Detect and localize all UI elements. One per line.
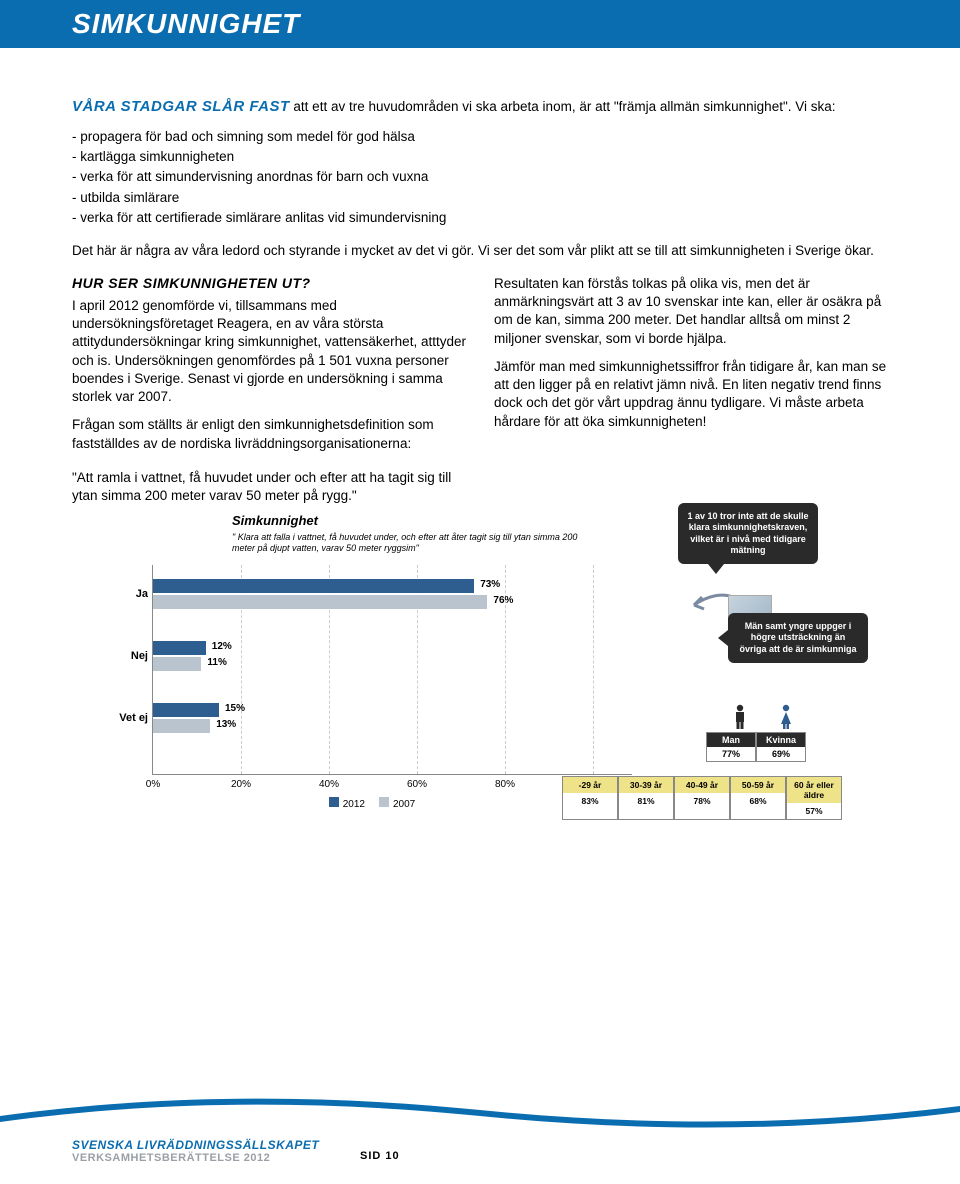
table-cell: -29 år83%: [562, 776, 618, 820]
bullet-item: - kartlägga simkunnigheten: [72, 147, 888, 167]
left-p2: Frågan som ställts är enligt den simkunn…: [72, 416, 466, 452]
age-table: -29 år83% 30-39 år81% 40-49 år78% 50-59 …: [542, 776, 842, 820]
left-p1: I april 2012 genomförde vi, tillsammans …: [72, 297, 466, 406]
table-header: 60 år eller äldre: [787, 777, 841, 803]
x-tick-label: 60%: [407, 779, 427, 790]
x-tick-label: 40%: [319, 779, 339, 790]
table-cell: Man77%: [706, 732, 756, 762]
table-cell: Kvinna69%: [756, 732, 806, 762]
chart-bar: [153, 595, 487, 609]
bar-value-label: 15%: [225, 703, 245, 714]
bar-value-label: 73%: [480, 579, 500, 590]
bar-value-label: 76%: [493, 595, 513, 606]
header-band: SIMKUNNIGHET: [0, 0, 960, 48]
intro-closing: Det här är några av våra ledord och styr…: [72, 242, 888, 261]
table-value: 83%: [563, 793, 617, 809]
y-category-label: Ja: [112, 588, 148, 600]
table-value: 69%: [757, 747, 805, 761]
table-header: Man: [707, 733, 755, 747]
chart-wrap: Simkunnighet " Klara att falla i vattnet…: [72, 513, 888, 810]
table-cell: 30-39 år81%: [618, 776, 674, 820]
x-tick-label: 20%: [231, 779, 251, 790]
y-category-label: Nej: [112, 650, 148, 662]
bullet-item: - utbilda simlärare: [72, 188, 888, 208]
callout-bubble: Män samt yngre uppger i högre utsträckni…: [728, 613, 868, 663]
person-icons-row: [542, 704, 806, 730]
legend-label: 2007: [393, 799, 415, 810]
intro-lead: VÅRA STADGAR SLÅR FAST: [72, 98, 290, 115]
table-cell: 50-59 år68%: [730, 776, 786, 820]
table-value: 78%: [675, 793, 729, 809]
footer-wave-icon: [0, 1088, 960, 1128]
bullet-item: - propagera för bad och simning som mede…: [72, 127, 888, 147]
legend-swatch-icon: [329, 797, 339, 807]
legend-swatch-icon: [379, 797, 389, 807]
table-cell: 40-49 år78%: [674, 776, 730, 820]
intro-paragraph: VÅRA STADGAR SLÅR FAST att ett av tre hu…: [72, 98, 888, 117]
right-column: Resultaten kan förstås tolkas på olika v…: [494, 275, 888, 463]
bar-value-label: 12%: [212, 641, 232, 652]
footer-block: SVENSKA LIVRÄDDNINGSSÄLLSKAPET VERKSAMHE…: [72, 1138, 319, 1164]
legend-label: 2012: [343, 799, 365, 810]
legend-item: 2012: [329, 797, 365, 810]
legend-item: 2007: [379, 797, 415, 810]
chart-bar: [153, 719, 210, 733]
chart-bar: [153, 703, 219, 717]
table-value: 57%: [787, 803, 841, 819]
intro-lead-rest: att ett av tre huvudområden vi ska arbet…: [290, 99, 836, 114]
section-heading: HUR SER SIMKUNNIGHETEN UT?: [72, 275, 466, 291]
gender-table: Man77% Kvinna69%: [542, 732, 806, 762]
table-value: 81%: [619, 793, 673, 809]
left-column: HUR SER SIMKUNNIGHETEN UT? I april 2012 …: [72, 275, 466, 463]
table-value: 68%: [731, 793, 785, 809]
quote-definition: "Att ramla i vattnet, få huvudet under o…: [72, 469, 464, 505]
man-icon: [720, 704, 760, 730]
x-tick-label: 0%: [146, 779, 160, 790]
footer-sub: VERKSAMHETSBERÄTTELSE 2012: [72, 1152, 319, 1164]
content-area: VÅRA STADGAR SLÅR FAST att ett av tre hu…: [0, 48, 960, 810]
woman-icon: [766, 704, 806, 730]
y-category-label: Vet ej: [112, 712, 148, 724]
chart-subtitle: " Klara att falla i vattnet, få huvudet …: [232, 532, 592, 555]
chart-bar: [153, 641, 206, 655]
chart-bar: [153, 657, 201, 671]
right-p2: Jämför man med simkunnighetssiffror från…: [494, 358, 888, 431]
table-cell: 60 år eller äldre57%: [786, 776, 842, 820]
intro-bullets: - propagera för bad och simning som mede…: [72, 127, 888, 228]
chart-bar: [153, 579, 474, 593]
table-header: 40-49 år: [675, 777, 729, 793]
bar-value-label: 11%: [207, 657, 226, 668]
page-number: SID 10: [360, 1150, 400, 1162]
x-tick-label: 80%: [495, 779, 515, 790]
table-header: 30-39 år: [619, 777, 673, 793]
two-column-section: HUR SER SIMKUNNIGHETEN UT? I april 2012 …: [72, 275, 888, 463]
mini-tables: Man77% Kvinna69% -29 år83% 30-39 år81% 4…: [542, 704, 842, 820]
bullet-item: - verka för att certifierade simlärare a…: [72, 208, 888, 228]
page-title: SIMKUNNIGHET: [72, 8, 300, 40]
table-header: Kvinna: [757, 733, 805, 747]
footer-org: SVENSKA LIVRÄDDNINGSSÄLLSKAPET: [72, 1138, 319, 1152]
bullet-item: - verka för att simundervisning anordnas…: [72, 167, 888, 187]
table-header: -29 år: [563, 777, 617, 793]
callout-bubble: 1 av 10 tror inte att de skulle klara si…: [678, 503, 818, 564]
right-p1: Resultaten kan förstås tolkas på olika v…: [494, 275, 888, 348]
table-value: 77%: [707, 747, 755, 761]
table-header: 50-59 år: [731, 777, 785, 793]
bar-value-label: 13%: [216, 719, 236, 730]
chart-inner: 0%20%40%60%80%100%73%76%12%11%15%13% 201…: [112, 565, 632, 810]
